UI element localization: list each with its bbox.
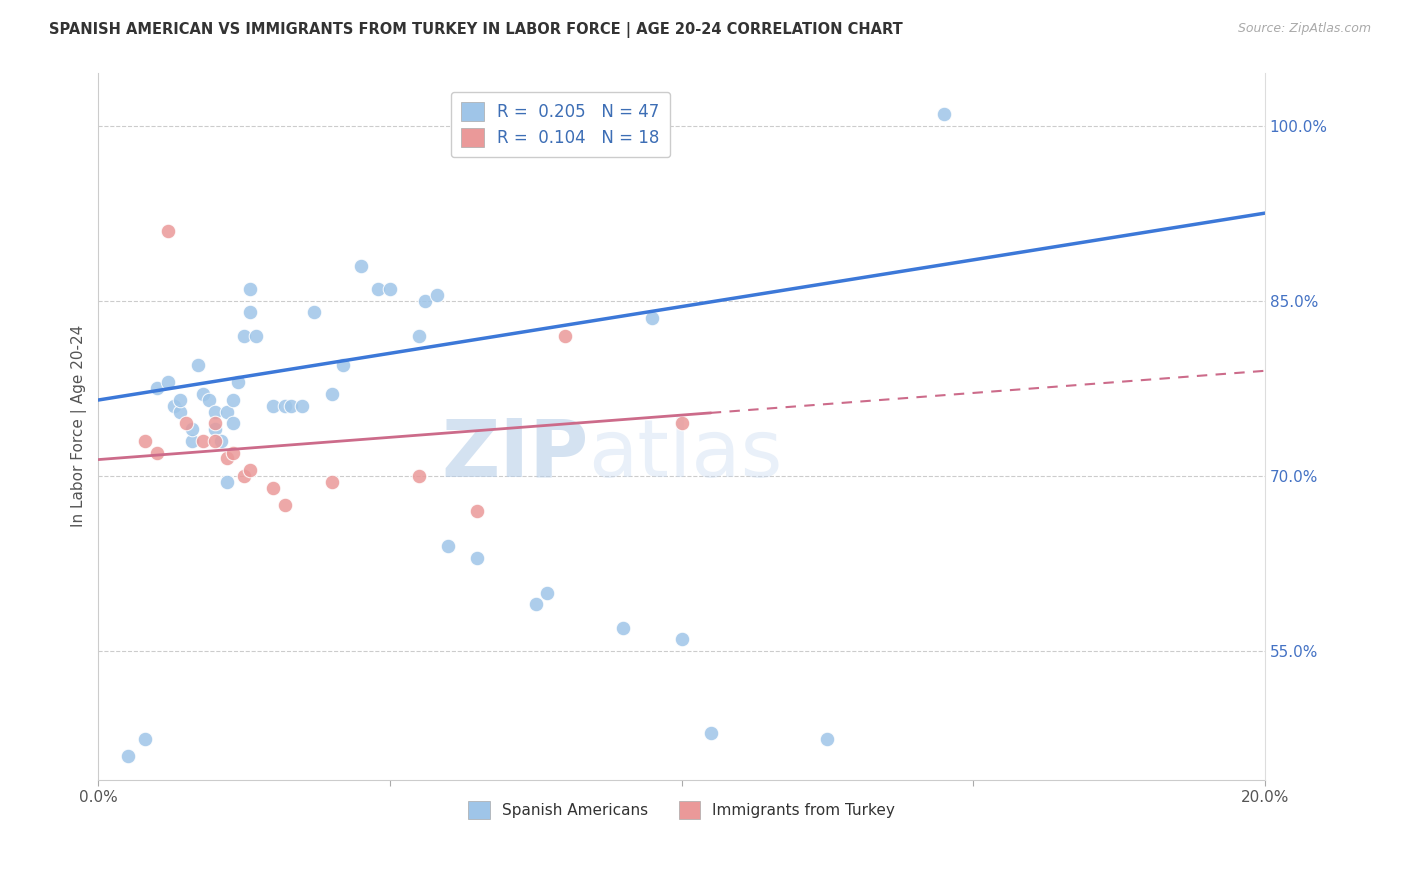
Point <box>274 498 297 512</box>
Point <box>180 422 202 436</box>
Point <box>145 445 167 459</box>
Point <box>321 387 343 401</box>
Point <box>134 731 156 746</box>
Point <box>157 376 180 390</box>
Point <box>163 399 186 413</box>
Point <box>204 405 226 419</box>
Point <box>367 282 389 296</box>
Point <box>239 282 262 296</box>
Text: SPANISH AMERICAN VS IMMIGRANTS FROM TURKEY IN LABOR FORCE | AGE 20-24 CORRELATIO: SPANISH AMERICAN VS IMMIGRANTS FROM TURK… <box>49 22 903 38</box>
Point <box>524 598 547 612</box>
Point <box>134 434 156 448</box>
Point <box>204 434 226 448</box>
Point <box>204 422 226 436</box>
Point <box>437 539 460 553</box>
Point <box>332 358 354 372</box>
Point <box>378 282 401 296</box>
Point <box>198 392 221 407</box>
Point <box>145 381 167 395</box>
Point <box>321 475 343 489</box>
Point <box>262 481 284 495</box>
Text: ZIP: ZIP <box>441 416 588 493</box>
Point <box>302 305 325 319</box>
Point <box>426 288 449 302</box>
Text: Source: ZipAtlas.com: Source: ZipAtlas.com <box>1237 22 1371 36</box>
Point <box>815 731 838 746</box>
Point <box>245 328 267 343</box>
Point <box>157 224 180 238</box>
Point <box>671 417 693 431</box>
Point <box>209 434 232 448</box>
Point <box>467 504 489 518</box>
Point <box>700 726 723 740</box>
Point <box>536 585 558 599</box>
Point <box>671 632 693 647</box>
Point <box>186 358 208 372</box>
Point <box>239 305 262 319</box>
Point <box>169 392 191 407</box>
Point <box>280 399 302 413</box>
Point <box>215 405 238 419</box>
Point <box>641 311 664 326</box>
Point <box>467 550 489 565</box>
Y-axis label: In Labor Force | Age 20-24: In Labor Force | Age 20-24 <box>72 326 87 527</box>
Point <box>239 463 262 477</box>
Point <box>204 417 226 431</box>
Point <box>215 451 238 466</box>
Point <box>408 328 430 343</box>
Point <box>350 259 373 273</box>
Point <box>221 417 243 431</box>
Point <box>262 399 284 413</box>
Point <box>233 328 256 343</box>
Point <box>180 434 202 448</box>
Point <box>932 107 955 121</box>
Point <box>291 399 314 413</box>
Point <box>193 387 215 401</box>
Point <box>221 392 243 407</box>
Point <box>169 405 191 419</box>
Point <box>612 621 634 635</box>
Point <box>117 749 139 764</box>
Point <box>408 469 430 483</box>
Point <box>413 293 436 308</box>
Point <box>233 469 256 483</box>
Text: atlas: atlas <box>588 416 783 493</box>
Point <box>174 417 197 431</box>
Point <box>215 475 238 489</box>
Point <box>274 399 297 413</box>
Point <box>193 434 215 448</box>
Point <box>221 445 243 459</box>
Legend: Spanish Americans, Immigrants from Turkey: Spanish Americans, Immigrants from Turke… <box>463 795 901 825</box>
Point <box>228 376 250 390</box>
Point <box>554 328 576 343</box>
